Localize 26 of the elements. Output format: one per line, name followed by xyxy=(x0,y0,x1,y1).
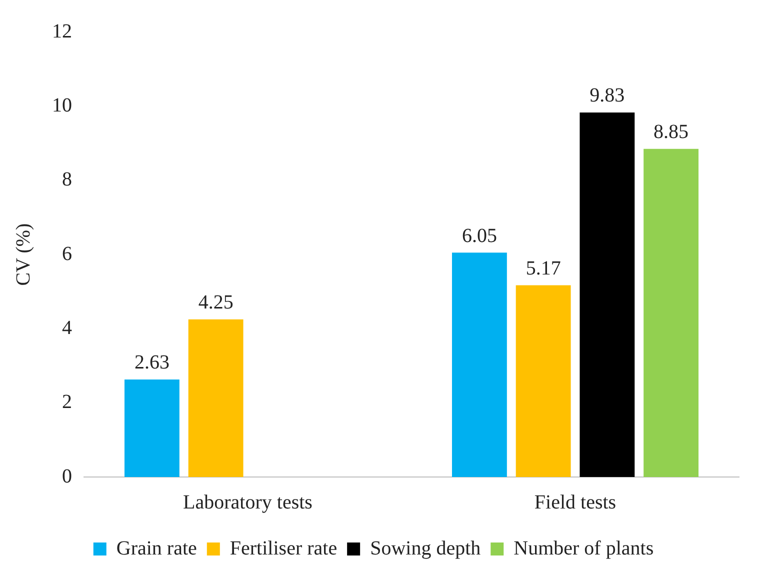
bar xyxy=(124,379,180,477)
bar xyxy=(580,112,635,477)
y-tick-label: 8 xyxy=(62,168,72,191)
y-tick-label: 10 xyxy=(52,94,72,116)
bar xyxy=(188,319,244,477)
x-tick-label: Laboratory tests xyxy=(183,491,313,514)
legend-label: Grain rate xyxy=(116,537,198,560)
x-tick-label: Field tests xyxy=(534,491,616,514)
data-label: 6.05 xyxy=(462,224,497,247)
legend-label: Fertiliser rate xyxy=(230,537,338,560)
data-label: 4.25 xyxy=(198,292,234,314)
y-axis-title: CV (%) xyxy=(12,223,34,286)
y-tick-label: 4 xyxy=(62,316,72,339)
y-tick-label: 0 xyxy=(62,465,72,488)
bar xyxy=(644,148,699,477)
bar xyxy=(516,285,571,477)
y-tick-label: 6 xyxy=(62,242,72,265)
data-label: 2.63 xyxy=(134,352,170,374)
data-label: 5.17 xyxy=(526,258,561,280)
data-label: 8.85 xyxy=(654,121,689,144)
data-label: 9.83 xyxy=(590,84,625,107)
y-tick-label: 2 xyxy=(62,391,72,414)
y-tick-label: 12 xyxy=(52,20,72,42)
legend-label: Sowing depth xyxy=(370,537,481,560)
bar xyxy=(452,252,507,477)
legend-label: Number of plants xyxy=(514,537,654,560)
